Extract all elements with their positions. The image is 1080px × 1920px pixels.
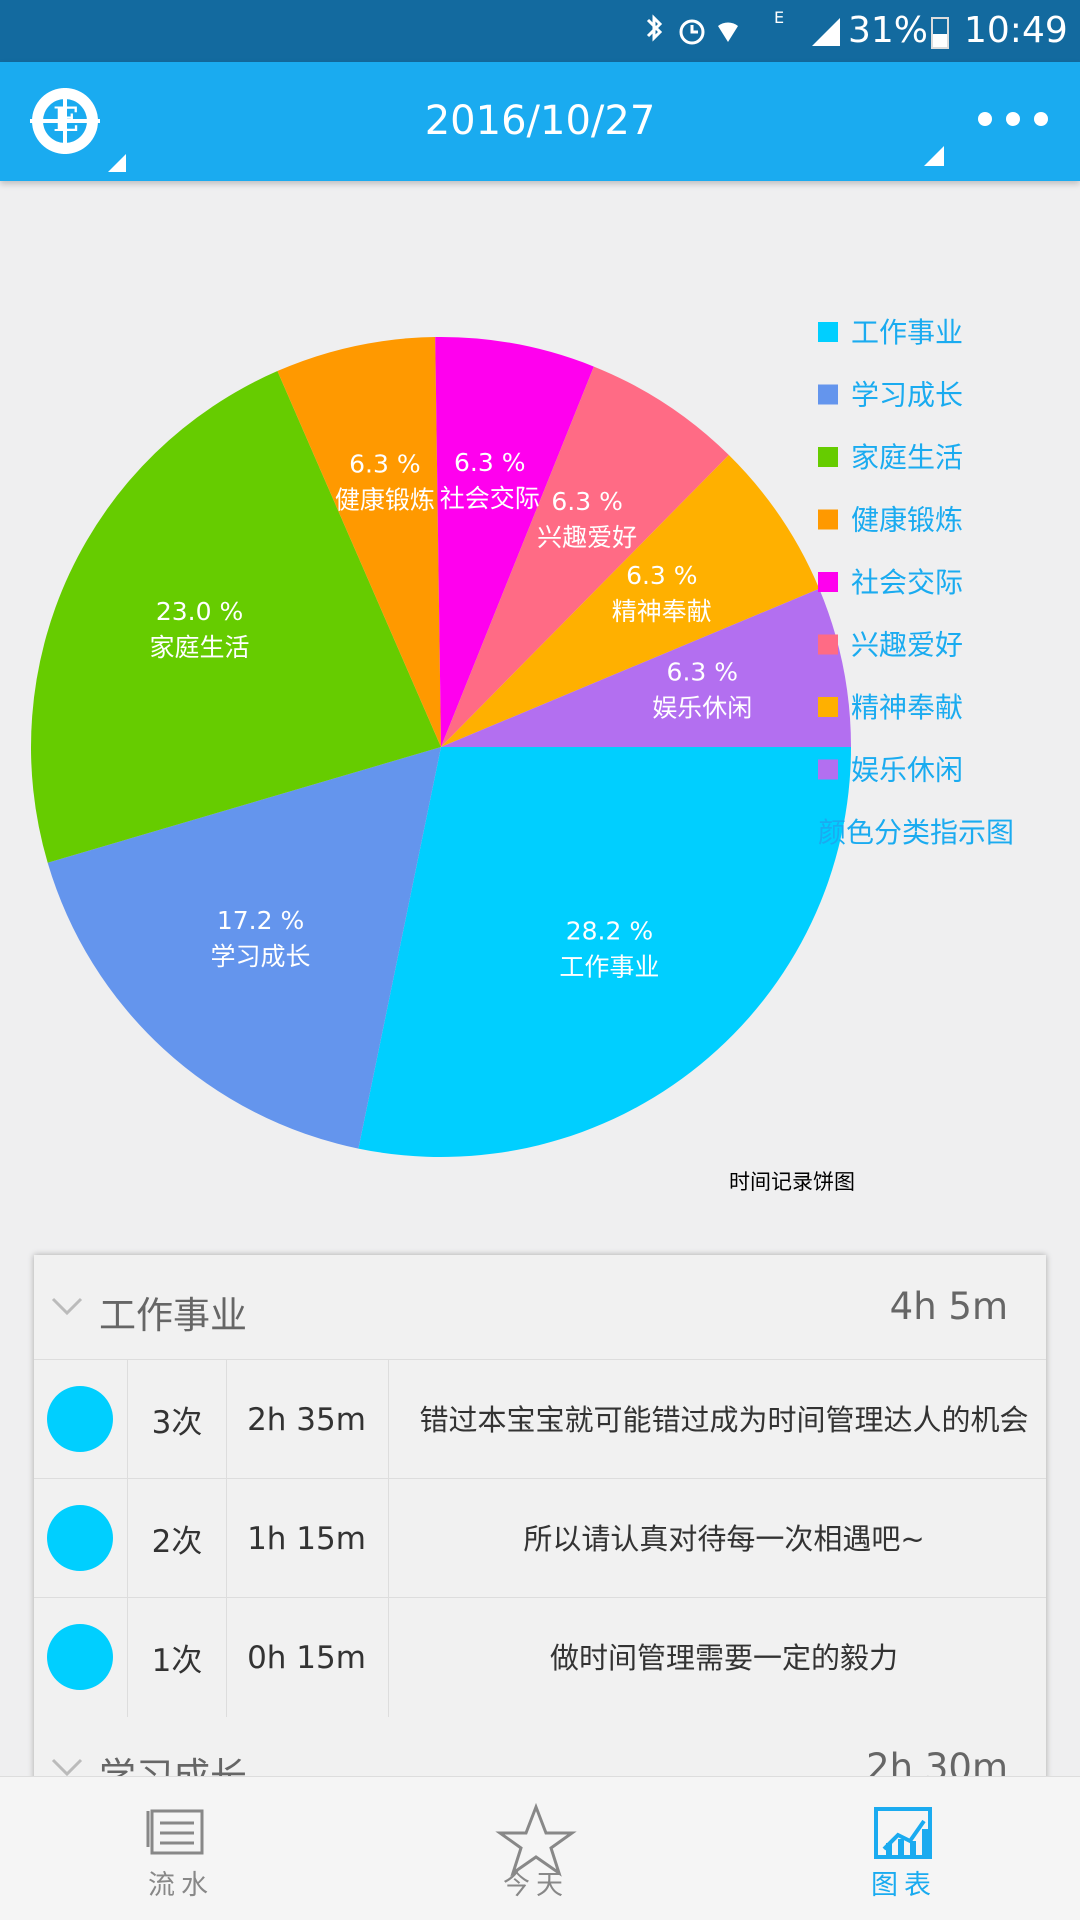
record-count: 2次 — [127, 1479, 227, 1598]
status-icons — [646, 14, 840, 46]
battery-icon — [931, 17, 949, 49]
legend-swatch — [818, 384, 838, 405]
status-bar: E 31% 10:49 — [0, 0, 1080, 62]
legend-label: 工作事业 — [851, 316, 963, 349]
nav-label[interactable]: 今天 — [503, 1870, 569, 1901]
legend-label: 社会交际 — [851, 566, 963, 599]
record-note: 错过本宝宝就可能错过成为时间管理达人的机会 — [419, 1402, 1029, 1437]
nav-icons — [146, 1802, 932, 1877]
record-row[interactable]: 2次 1h 15m 所以请认真对待每一次相遇吧~ — [34, 1478, 1046, 1598]
pie-slice — [441, 588, 851, 747]
slice-value-label: 23.0 % — [156, 597, 243, 626]
group-name: 工作事业 — [99, 1294, 247, 1337]
slice-category-label: 兴趣爱好 — [537, 523, 637, 552]
record-duration: 0h 15m — [225, 1598, 389, 1717]
slice-category-label: 工作事业 — [559, 953, 659, 982]
slice-category-label: 娱乐休闲 — [652, 694, 752, 723]
pie-slice — [277, 337, 441, 747]
legend-label: 健康锻炼 — [851, 504, 963, 537]
more-menu[interactable] — [975, 107, 1055, 137]
record-note: 做时间管理需要一定的毅力 — [549, 1640, 898, 1675]
category-dot — [47, 1505, 113, 1571]
nav-label[interactable]: 流水 — [148, 1870, 214, 1901]
battery-level: 31% — [848, 10, 929, 51]
category-dot — [47, 1386, 113, 1452]
bottom-nav: 流水 今天 图表 — [0, 1776, 1080, 1920]
slice-value-label: 6.3 % — [454, 448, 525, 477]
record-duration: 2h 35m — [225, 1360, 389, 1479]
legend-swatch — [818, 447, 838, 467]
pie-slice — [441, 455, 820, 747]
logo-letter: E — [53, 100, 79, 140]
nav-label[interactable]: 图表 — [871, 1870, 937, 1901]
date-corner — [924, 146, 944, 166]
group-header[interactable]: 工作事业 4h 5m — [34, 1255, 1046, 1359]
legend-label: 精神奉献 — [851, 691, 963, 724]
legend-label: 学习成长 — [851, 379, 963, 412]
legend-swatch — [818, 697, 838, 717]
chevron — [51, 1758, 83, 1777]
slice-value-label: 17.2 % — [217, 906, 304, 935]
legend-label: 娱乐休闲 — [851, 754, 963, 787]
legend-label: 兴趣爱好 — [851, 629, 963, 662]
record-row[interactable]: 3次 2h 35m 错过本宝宝就可能错过成为时间管理达人的机会 — [34, 1359, 1046, 1479]
date-title[interactable]: 2016/10/27 — [424, 98, 656, 144]
logo-button[interactable] — [30, 84, 130, 174]
slice-category-label: 社会交际 — [440, 484, 540, 513]
record-row[interactable]: 1次 0h 15m 做时间管理需要一定的毅力 — [34, 1597, 1046, 1717]
record-count: 1次 — [127, 1598, 227, 1717]
chart-title: 时间记录饼图 — [729, 1170, 855, 1194]
pie-slice — [435, 337, 594, 747]
pie-slice — [358, 747, 851, 1157]
app-bar: E 2016/10/27 — [0, 62, 1080, 181]
slice-value-label: 28.2 % — [566, 917, 653, 946]
pie-slice — [31, 371, 441, 863]
slice-value-label: 6.3 % — [626, 561, 697, 590]
slice-value-label: 6.3 % — [667, 658, 738, 687]
legend-swatch — [818, 759, 838, 780]
record-count: 3次 — [127, 1360, 227, 1479]
legend-swatch — [818, 572, 838, 592]
legend-swatch — [818, 322, 838, 342]
slice-category-label: 学习成长 — [211, 942, 311, 971]
chevron — [51, 1297, 83, 1316]
record-note: 所以请认真对待每一次相遇吧~ — [523, 1521, 925, 1556]
slice-value-label: 6.3 % — [349, 449, 420, 478]
legend-title: 颜色分类指示图 — [818, 816, 1014, 849]
pie-slice — [47, 747, 442, 1149]
clock: 10:49 — [964, 10, 1068, 51]
pie-slice — [441, 366, 729, 747]
legend-swatch — [818, 634, 838, 655]
slice-value-label: 6.3 % — [551, 487, 622, 516]
category-dot — [47, 1624, 113, 1690]
slice-category-label: 家庭生活 — [150, 633, 250, 662]
pie-chart: 时间记录饼图 28.2 % 工作事业 17.2 % 学习成长 23.0 % 家庭生活 6.3… — [31, 316, 1014, 1194]
legend-swatch — [818, 509, 838, 530]
slice-category-label: 精神奉献 — [612, 597, 712, 626]
slice-category-label: 健康锻炼 — [335, 485, 435, 514]
group-total: 4h 5m — [889, 1285, 1008, 1328]
record-duration: 1h 15m — [225, 1479, 389, 1598]
network-type: E — [774, 8, 785, 27]
legend-label: 家庭生活 — [851, 441, 963, 474]
